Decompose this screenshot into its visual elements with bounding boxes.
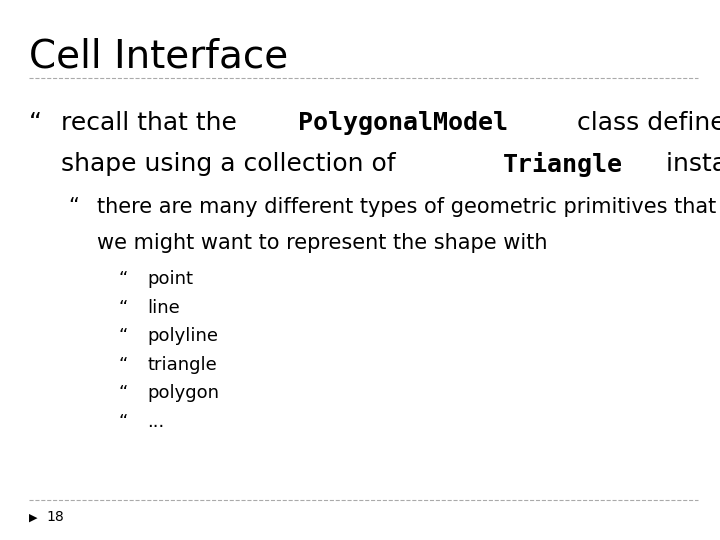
Text: “: “	[68, 197, 79, 217]
Text: “: “	[119, 413, 128, 431]
Text: we might want to represent the shape with: we might want to represent the shape wit…	[97, 233, 548, 253]
Text: ...: ...	[148, 413, 165, 431]
Text: triangle: triangle	[148, 356, 217, 374]
Text: Triangle: Triangle	[503, 152, 624, 177]
Text: PolygonalModel: PolygonalModel	[299, 111, 508, 134]
Text: ▶: ▶	[29, 512, 37, 522]
Text: line: line	[148, 299, 180, 316]
Text: “: “	[29, 111, 42, 134]
Text: polyline: polyline	[148, 327, 219, 345]
Text: “: “	[119, 356, 128, 374]
Text: “: “	[119, 327, 128, 345]
Text: 18: 18	[47, 510, 65, 524]
Text: there are many different types of geometric primitives that: there are many different types of geomet…	[97, 197, 716, 217]
Text: Cell Interface: Cell Interface	[29, 38, 288, 76]
Text: polygon: polygon	[148, 384, 220, 402]
Text: “: “	[119, 299, 128, 316]
Text: point: point	[148, 270, 194, 288]
Text: recall that the: recall that the	[61, 111, 245, 134]
Text: instances: instances	[658, 152, 720, 176]
Text: “: “	[119, 384, 128, 402]
Text: shape using a collection of: shape using a collection of	[61, 152, 404, 176]
Text: class defined a: class defined a	[570, 111, 720, 134]
Text: “: “	[119, 270, 128, 288]
